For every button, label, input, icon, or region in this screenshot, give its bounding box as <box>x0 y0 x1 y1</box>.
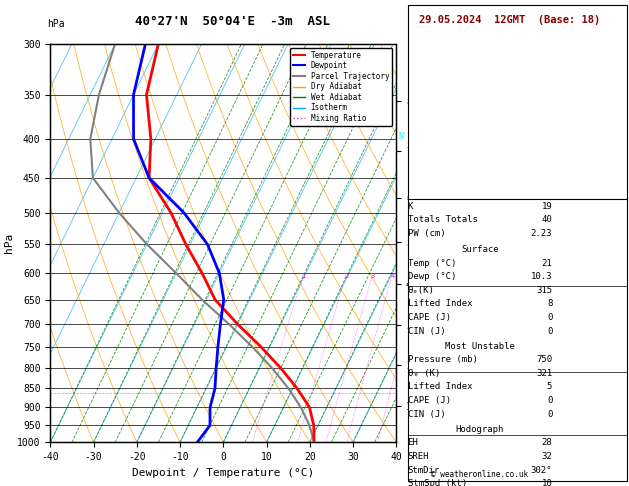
Text: 0: 0 <box>547 327 552 336</box>
Text: Totals Totals: Totals Totals <box>408 215 477 225</box>
Text: Dewp (°C): Dewp (°C) <box>408 272 456 281</box>
Text: PW (cm): PW (cm) <box>408 229 445 238</box>
Text: CAPE (J): CAPE (J) <box>408 396 450 405</box>
Y-axis label: km
ASL: km ASL <box>424 232 442 254</box>
Bar <box>408 5 626 199</box>
Text: 40°27'N  50°04'E  -3m  ASL: 40°27'N 50°04'E -3m ASL <box>135 15 330 28</box>
Text: 32: 32 <box>542 452 552 461</box>
Text: 0: 0 <box>547 313 552 322</box>
Text: Surface: Surface <box>461 245 499 254</box>
Text: 40: 40 <box>542 215 552 225</box>
Text: 1: 1 <box>301 273 306 279</box>
Text: 21: 21 <box>542 259 552 268</box>
Text: 750: 750 <box>536 355 552 364</box>
Text: SREH: SREH <box>408 452 429 461</box>
Text: 8: 8 <box>547 299 552 309</box>
Text: StmDir: StmDir <box>408 466 440 475</box>
Text: 28: 28 <box>542 438 552 448</box>
Text: 315: 315 <box>536 286 552 295</box>
Text: Temp (°C): Temp (°C) <box>408 259 456 268</box>
Text: 10: 10 <box>542 479 552 486</box>
Text: N: N <box>398 132 403 141</box>
Text: 10.3: 10.3 <box>531 272 552 281</box>
Y-axis label: hPa: hPa <box>4 233 14 253</box>
Text: EH: EH <box>408 438 418 448</box>
X-axis label: Dewpoint / Temperature (°C): Dewpoint / Temperature (°C) <box>132 468 314 478</box>
Text: 0: 0 <box>547 410 552 419</box>
Bar <box>408 197 626 481</box>
Text: StmSpd (kt): StmSpd (kt) <box>408 479 467 486</box>
Text: © weatheronline.co.uk: © weatheronline.co.uk <box>431 469 528 479</box>
Text: θₑ (K): θₑ (K) <box>408 369 440 378</box>
Text: θₑ(K): θₑ(K) <box>408 286 435 295</box>
Text: CIN (J): CIN (J) <box>408 327 445 336</box>
Text: Pressure (mb): Pressure (mb) <box>408 355 477 364</box>
Text: 2.23: 2.23 <box>531 229 552 238</box>
Text: CAPE (J): CAPE (J) <box>408 313 450 322</box>
Legend: Temperature, Dewpoint, Parcel Trajectory, Dry Adiabat, Wet Adiabat, Isotherm, Mi: Temperature, Dewpoint, Parcel Trajectory… <box>290 48 392 126</box>
Text: CIN (J): CIN (J) <box>408 410 445 419</box>
Text: 0: 0 <box>547 396 552 405</box>
Text: 4: 4 <box>391 273 394 279</box>
Text: Hodograph: Hodograph <box>456 425 504 434</box>
Text: 19: 19 <box>542 202 552 211</box>
Text: 321: 321 <box>536 369 552 378</box>
Text: 2: 2 <box>344 273 348 279</box>
Text: K: K <box>408 202 413 211</box>
Text: 3: 3 <box>370 273 375 279</box>
Text: kt: kt <box>446 48 456 56</box>
Text: 5: 5 <box>547 382 552 392</box>
Text: Most Unstable: Most Unstable <box>445 342 515 351</box>
Text: 29.05.2024  12GMT  (Base: 18): 29.05.2024 12GMT (Base: 18) <box>419 15 600 25</box>
Text: Lifted Index: Lifted Index <box>408 299 472 309</box>
Text: Lifted Index: Lifted Index <box>408 382 472 392</box>
Text: hPa: hPa <box>47 19 65 30</box>
Text: 302°: 302° <box>531 466 552 475</box>
